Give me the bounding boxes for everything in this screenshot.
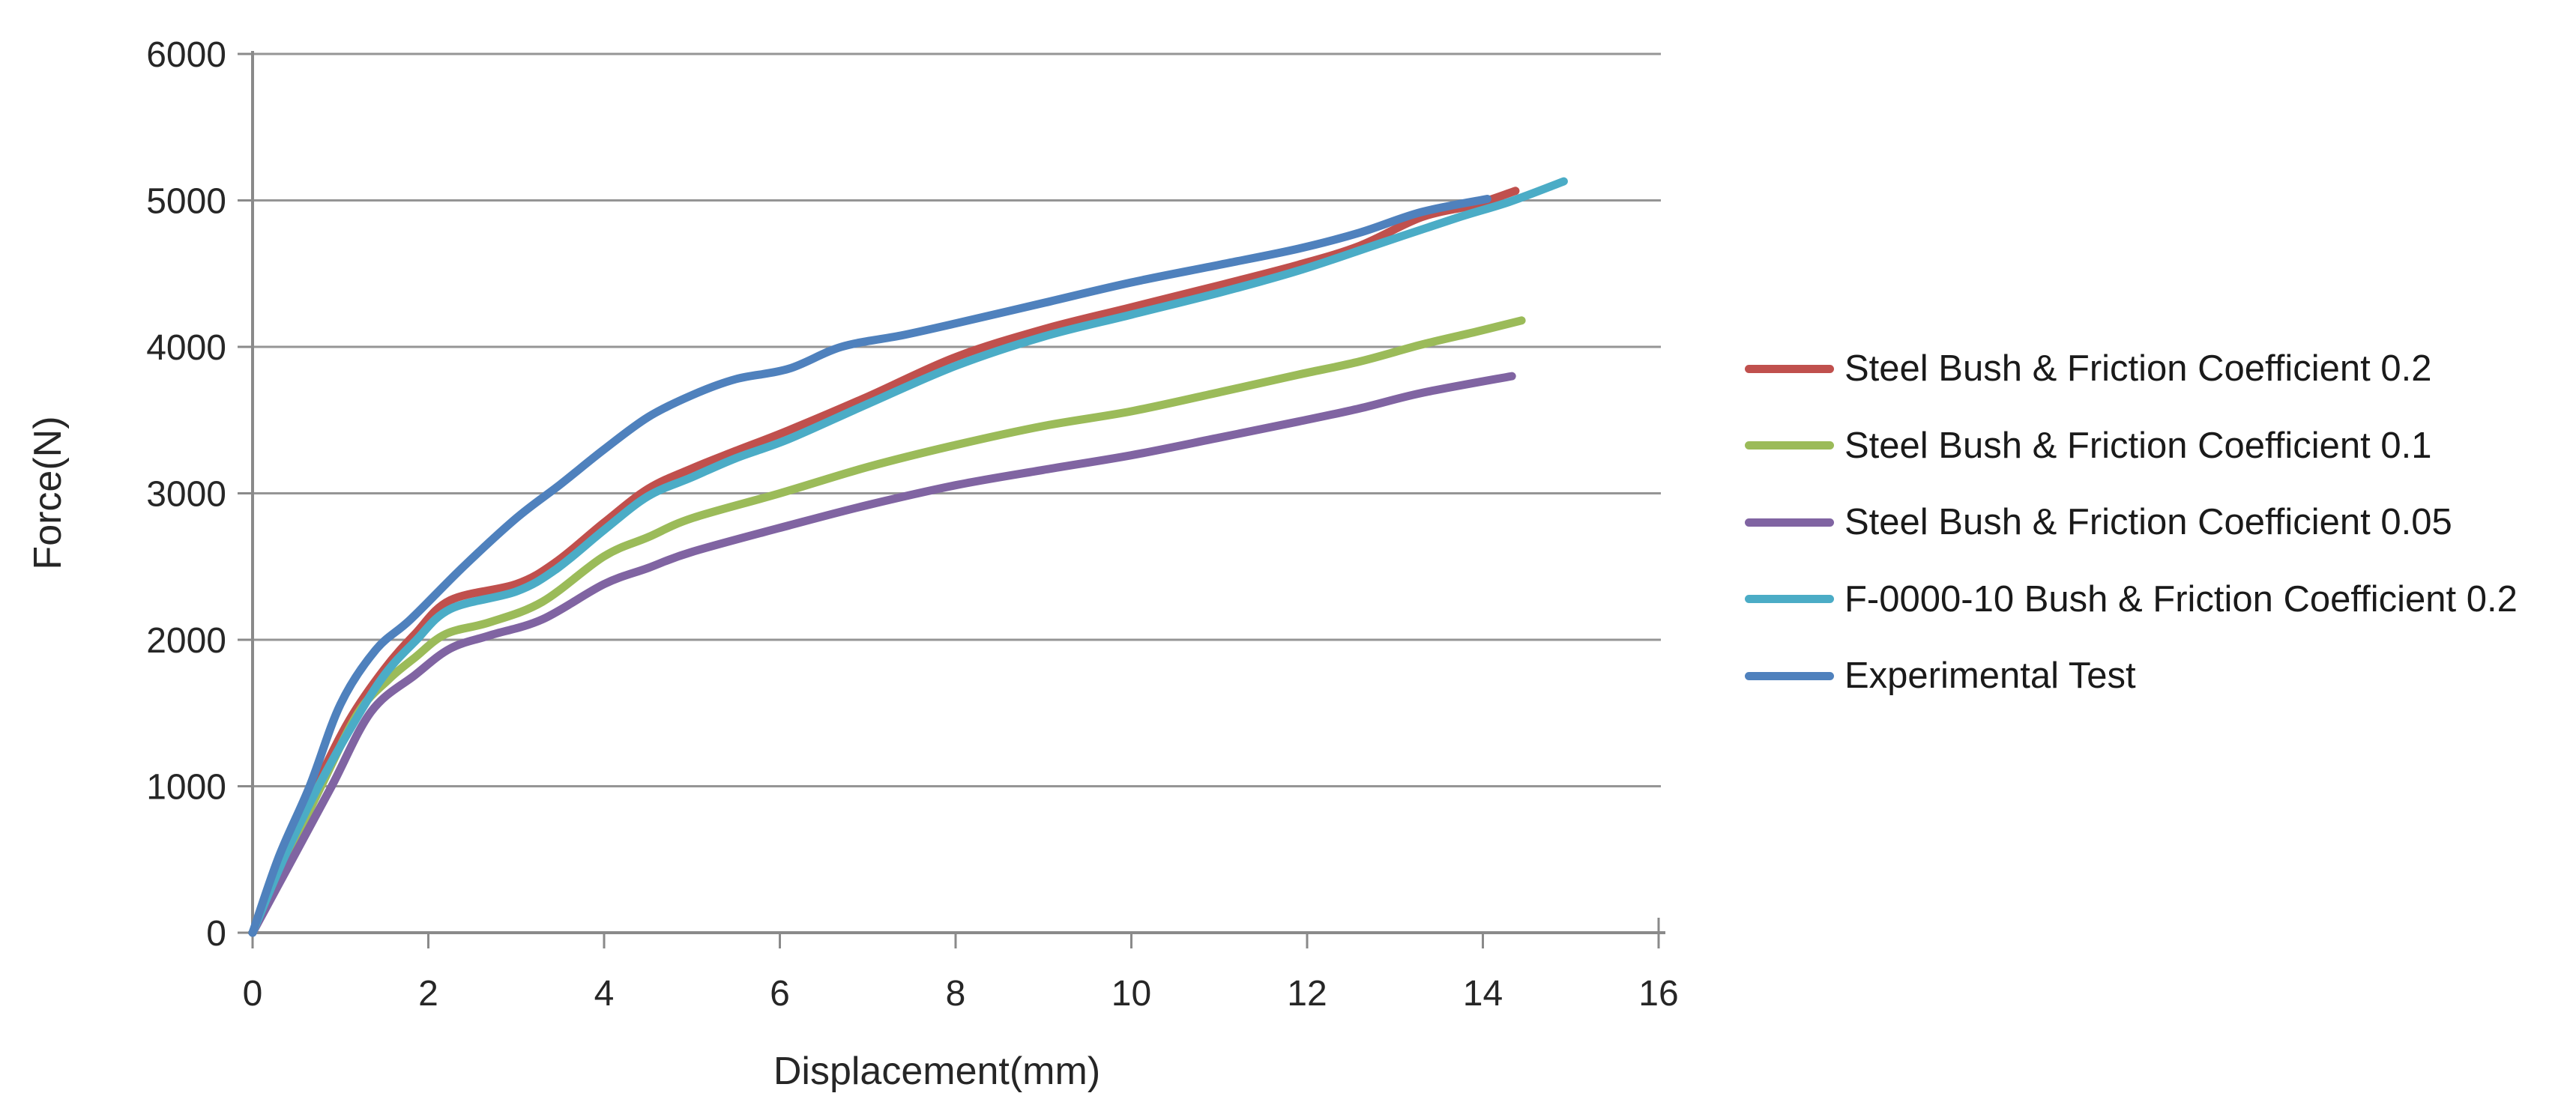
series-line-3 xyxy=(248,177,1568,937)
y-tick-label: 6000 xyxy=(146,35,226,75)
series-line-0 xyxy=(248,187,1520,937)
legend-swatch-icon xyxy=(1745,441,1834,450)
series-line-2 xyxy=(248,372,1516,937)
legend: Steel Bush & Friction Coefficient 0.2 Ste… xyxy=(1745,330,2518,715)
x-tick-label: 6 xyxy=(770,974,790,1014)
axes xyxy=(238,51,1665,948)
x-tick-label: 0 xyxy=(243,974,263,1014)
legend-swatch-icon xyxy=(1745,518,1834,527)
x-axis-title: Displacement(mm) xyxy=(773,1050,1101,1093)
y-tick-label: 4000 xyxy=(146,328,226,368)
x-tick-label: 16 xyxy=(1638,974,1678,1014)
y-axis-title: Force(N) xyxy=(26,416,70,570)
legend-label: Steel Bush & Friction Coefficient 0.05 xyxy=(1844,502,2452,543)
y-tick-label: 2000 xyxy=(146,621,226,661)
legend-item-0: Steel Bush & Friction Coefficient 0.2 xyxy=(1745,330,2518,408)
legend-item-1: Steel Bush & Friction Coefficient 0.1 xyxy=(1745,408,2518,485)
legend-swatch-icon xyxy=(1745,671,1834,680)
x-tick-label: 8 xyxy=(946,974,966,1014)
x-tick-label: 12 xyxy=(1287,974,1327,1014)
legend-item-4: Experimental Test xyxy=(1745,638,2518,715)
legend-swatch-icon xyxy=(1745,595,1834,604)
gridlines xyxy=(253,52,1661,787)
y-tick-label: 0 xyxy=(206,914,226,954)
legend-item-3: F-0000-10 Bush & Friction Coefficient 0.… xyxy=(1745,561,2518,638)
y-tick-label: 5000 xyxy=(146,182,226,222)
tick-labels: 0 1000 2000 3000 4000 5000 6000 0 2 4 6 8 10 12 14 16 xyxy=(146,35,1678,1014)
x-tick-label: 2 xyxy=(418,974,438,1014)
legend-label: Experimental Test xyxy=(1844,656,2136,697)
y-tick-label: 3000 xyxy=(146,475,226,515)
legend-swatch-icon xyxy=(1745,364,1834,373)
series-line-4 xyxy=(248,195,1491,937)
series-lines xyxy=(248,177,1568,937)
legend-label: Steel Bush & Friction Coefficient 0.1 xyxy=(1844,425,2432,466)
x-tick-label: 14 xyxy=(1463,974,1503,1014)
legend-label: Steel Bush & Friction Coefficient 0.2 xyxy=(1844,348,2432,390)
y-tick-label: 1000 xyxy=(146,768,226,808)
x-tick-label: 4 xyxy=(594,974,615,1014)
legend-item-2: Steel Bush & Friction Coefficient 0.05 xyxy=(1745,484,2518,561)
legend-label: F-0000-10 Bush & Friction Coefficient 0.… xyxy=(1844,578,2518,620)
x-tick-label: 10 xyxy=(1111,974,1151,1014)
